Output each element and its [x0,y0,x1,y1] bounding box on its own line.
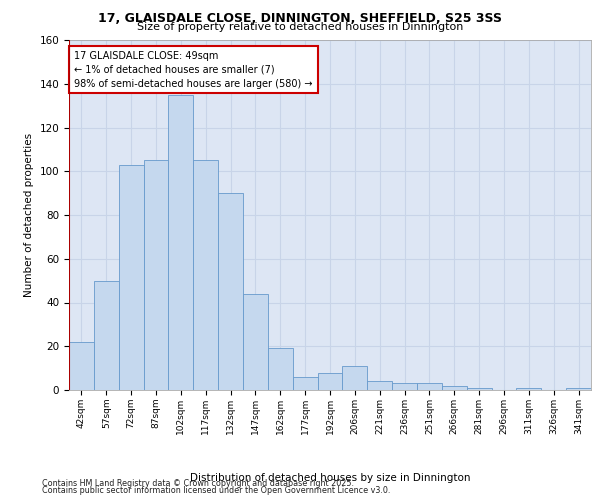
Text: 17 GLAISDALE CLOSE: 49sqm
← 1% of detached houses are smaller (7)
98% of semi-de: 17 GLAISDALE CLOSE: 49sqm ← 1% of detach… [74,50,313,88]
X-axis label: Distribution of detached houses by size in Dinnington: Distribution of detached houses by size … [190,473,470,483]
Bar [169,94,193,390]
Bar [467,388,491,390]
Bar [317,372,343,390]
Bar [268,348,293,390]
Bar [367,381,392,390]
Bar [517,388,541,390]
Y-axis label: Number of detached properties: Number of detached properties [24,133,34,297]
Bar [193,160,218,390]
Text: Contains public sector information licensed under the Open Government Licence v3: Contains public sector information licen… [42,486,391,495]
Bar [293,377,317,390]
Text: Contains HM Land Registry data © Crown copyright and database right 2025.: Contains HM Land Registry data © Crown c… [42,478,354,488]
Bar [392,384,417,390]
Bar [69,342,94,390]
Bar [566,388,591,390]
Bar [417,384,442,390]
Bar [94,280,119,390]
Bar [343,366,367,390]
Bar [218,193,243,390]
Bar [442,386,467,390]
Bar [119,164,143,390]
Bar [143,160,169,390]
Bar [243,294,268,390]
Text: Size of property relative to detached houses in Dinnington: Size of property relative to detached ho… [137,22,463,32]
Text: 17, GLAISDALE CLOSE, DINNINGTON, SHEFFIELD, S25 3SS: 17, GLAISDALE CLOSE, DINNINGTON, SHEFFIE… [98,12,502,26]
